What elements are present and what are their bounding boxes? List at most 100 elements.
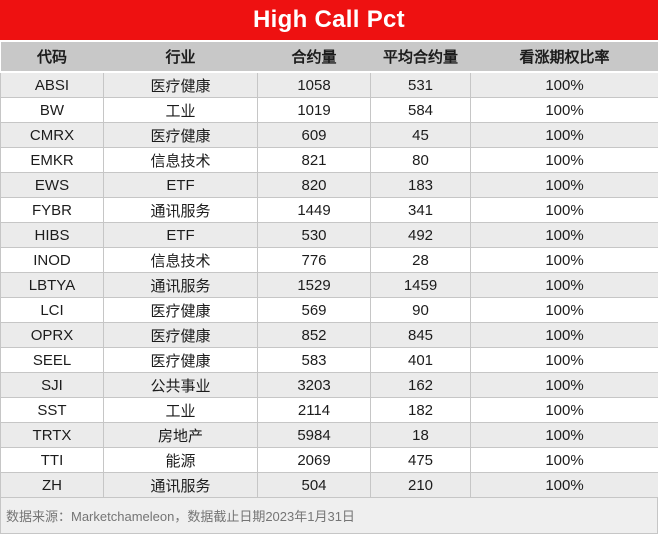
table-header: 代码 行业 合约量 平均合约量 看涨期权比率 [0, 42, 658, 73]
table-row: SJI 公共事业 3203 162 100% [0, 372, 658, 398]
cell-volume: 5984 [257, 422, 371, 448]
cell-volume: 1058 [257, 71, 371, 98]
cell-avg-volume: 531 [370, 71, 471, 98]
cell-industry: 医疗健康 [103, 71, 258, 98]
cell-avg-volume: 182 [370, 397, 471, 423]
cell-volume: 820 [257, 172, 371, 198]
cell-code: INOD [0, 247, 104, 273]
cell-code: SEEL [0, 347, 104, 373]
table-row: HIBS ETF 530 492 100% [0, 222, 658, 248]
cell-call-pct: 100% [470, 347, 658, 373]
table-row: LCI 医疗健康 569 90 100% [0, 297, 658, 323]
cell-industry: 医疗健康 [103, 122, 258, 148]
cell-volume: 583 [257, 347, 371, 373]
cell-volume: 1529 [257, 272, 371, 298]
cell-call-pct: 100% [470, 247, 658, 273]
cell-industry: ETF [103, 172, 258, 198]
page-title: High Call Pct [253, 6, 405, 33]
table-row: LBTYA 通讯服务 1529 1459 100% [0, 272, 658, 298]
cell-code: EWS [0, 172, 104, 198]
table-row: EMKR 信息技术 821 80 100% [0, 147, 658, 173]
table-row: ZH 通讯服务 504 210 100% [0, 472, 658, 498]
cell-call-pct: 100% [470, 147, 658, 173]
table-row: OPRX 医疗健康 852 845 100% [0, 322, 658, 348]
cell-avg-volume: 492 [370, 222, 471, 248]
cell-call-pct: 100% [470, 472, 658, 498]
column-header-industry: 行业 [103, 42, 258, 73]
cell-code: ABSI [0, 71, 104, 98]
table-row: SEEL 医疗健康 583 401 100% [0, 347, 658, 373]
cell-code: ZH [0, 472, 104, 498]
cell-industry: 信息技术 [103, 247, 258, 273]
cell-avg-volume: 45 [370, 122, 471, 148]
column-header-code: 代码 [0, 42, 104, 73]
cell-industry: 信息技术 [103, 147, 258, 173]
cell-avg-volume: 28 [370, 247, 471, 273]
table-body: ABSI 医疗健康 1058 531 100% BW 工业 1019 584 1… [0, 71, 658, 498]
cell-call-pct: 100% [470, 397, 658, 423]
cell-industry: 医疗健康 [103, 347, 258, 373]
cell-volume: 609 [257, 122, 371, 148]
cell-industry: 通讯服务 [103, 272, 258, 298]
cell-code: CMRX [0, 122, 104, 148]
cell-volume: 1019 [257, 97, 371, 123]
table-row: FYBR 通讯服务 1449 341 100% [0, 197, 658, 223]
table-row: TRTX 房地产 5984 18 100% [0, 422, 658, 448]
column-header-avg-volume: 平均合约量 [370, 42, 471, 73]
cell-industry: ETF [103, 222, 258, 248]
cell-code: LCI [0, 297, 104, 323]
cell-industry: 医疗健康 [103, 297, 258, 323]
column-header-call-pct: 看涨期权比率 [470, 42, 658, 73]
cell-call-pct: 100% [470, 71, 658, 98]
cell-call-pct: 100% [470, 197, 658, 223]
cell-avg-volume: 90 [370, 297, 471, 323]
cell-avg-volume: 80 [370, 147, 471, 173]
cell-call-pct: 100% [470, 97, 658, 123]
source-note: 数据来源：Marketchameleon，数据截止日期2023年1月31日 [6, 509, 355, 524]
cell-industry: 医疗健康 [103, 322, 258, 348]
cell-volume: 569 [257, 297, 371, 323]
cell-code: LBTYA [0, 272, 104, 298]
cell-industry: 通讯服务 [103, 472, 258, 498]
table-row: BW 工业 1019 584 100% [0, 97, 658, 123]
high-call-pct-table: 代码 行业 合约量 平均合约量 看涨期权比率 ABSI 医疗健康 1058 53… [0, 42, 658, 498]
table-row: SST 工业 2114 182 100% [0, 397, 658, 423]
cell-call-pct: 100% [470, 372, 658, 398]
footer-bar: 数据来源：Marketchameleon，数据截止日期2023年1月31日 [0, 498, 658, 534]
cell-avg-volume: 210 [370, 472, 471, 498]
table-row: TTI 能源 2069 475 100% [0, 447, 658, 473]
cell-industry: 能源 [103, 447, 258, 473]
table-row: EWS ETF 820 183 100% [0, 172, 658, 198]
cell-call-pct: 100% [470, 447, 658, 473]
cell-call-pct: 100% [470, 272, 658, 298]
cell-volume: 821 [257, 147, 371, 173]
cell-code: TTI [0, 447, 104, 473]
table-row: ABSI 医疗健康 1058 531 100% [0, 71, 658, 98]
cell-code: SST [0, 397, 104, 423]
cell-avg-volume: 401 [370, 347, 471, 373]
cell-avg-volume: 475 [370, 447, 471, 473]
cell-volume: 2114 [257, 397, 371, 423]
cell-avg-volume: 18 [370, 422, 471, 448]
cell-volume: 2069 [257, 447, 371, 473]
cell-code: HIBS [0, 222, 104, 248]
cell-call-pct: 100% [470, 297, 658, 323]
cell-call-pct: 100% [470, 422, 658, 448]
header-row: 代码 行业 合约量 平均合约量 看涨期权比率 [0, 42, 658, 73]
cell-code: FYBR [0, 197, 104, 223]
cell-industry: 通讯服务 [103, 197, 258, 223]
cell-volume: 530 [257, 222, 371, 248]
cell-industry: 公共事业 [103, 372, 258, 398]
column-header-volume: 合约量 [257, 42, 371, 73]
cell-industry: 工业 [103, 97, 258, 123]
cell-call-pct: 100% [470, 222, 658, 248]
cell-volume: 852 [257, 322, 371, 348]
cell-avg-volume: 845 [370, 322, 471, 348]
cell-avg-volume: 584 [370, 97, 471, 123]
cell-code: BW [0, 97, 104, 123]
cell-volume: 776 [257, 247, 371, 273]
cell-volume: 504 [257, 472, 371, 498]
cell-call-pct: 100% [470, 122, 658, 148]
cell-code: TRTX [0, 422, 104, 448]
